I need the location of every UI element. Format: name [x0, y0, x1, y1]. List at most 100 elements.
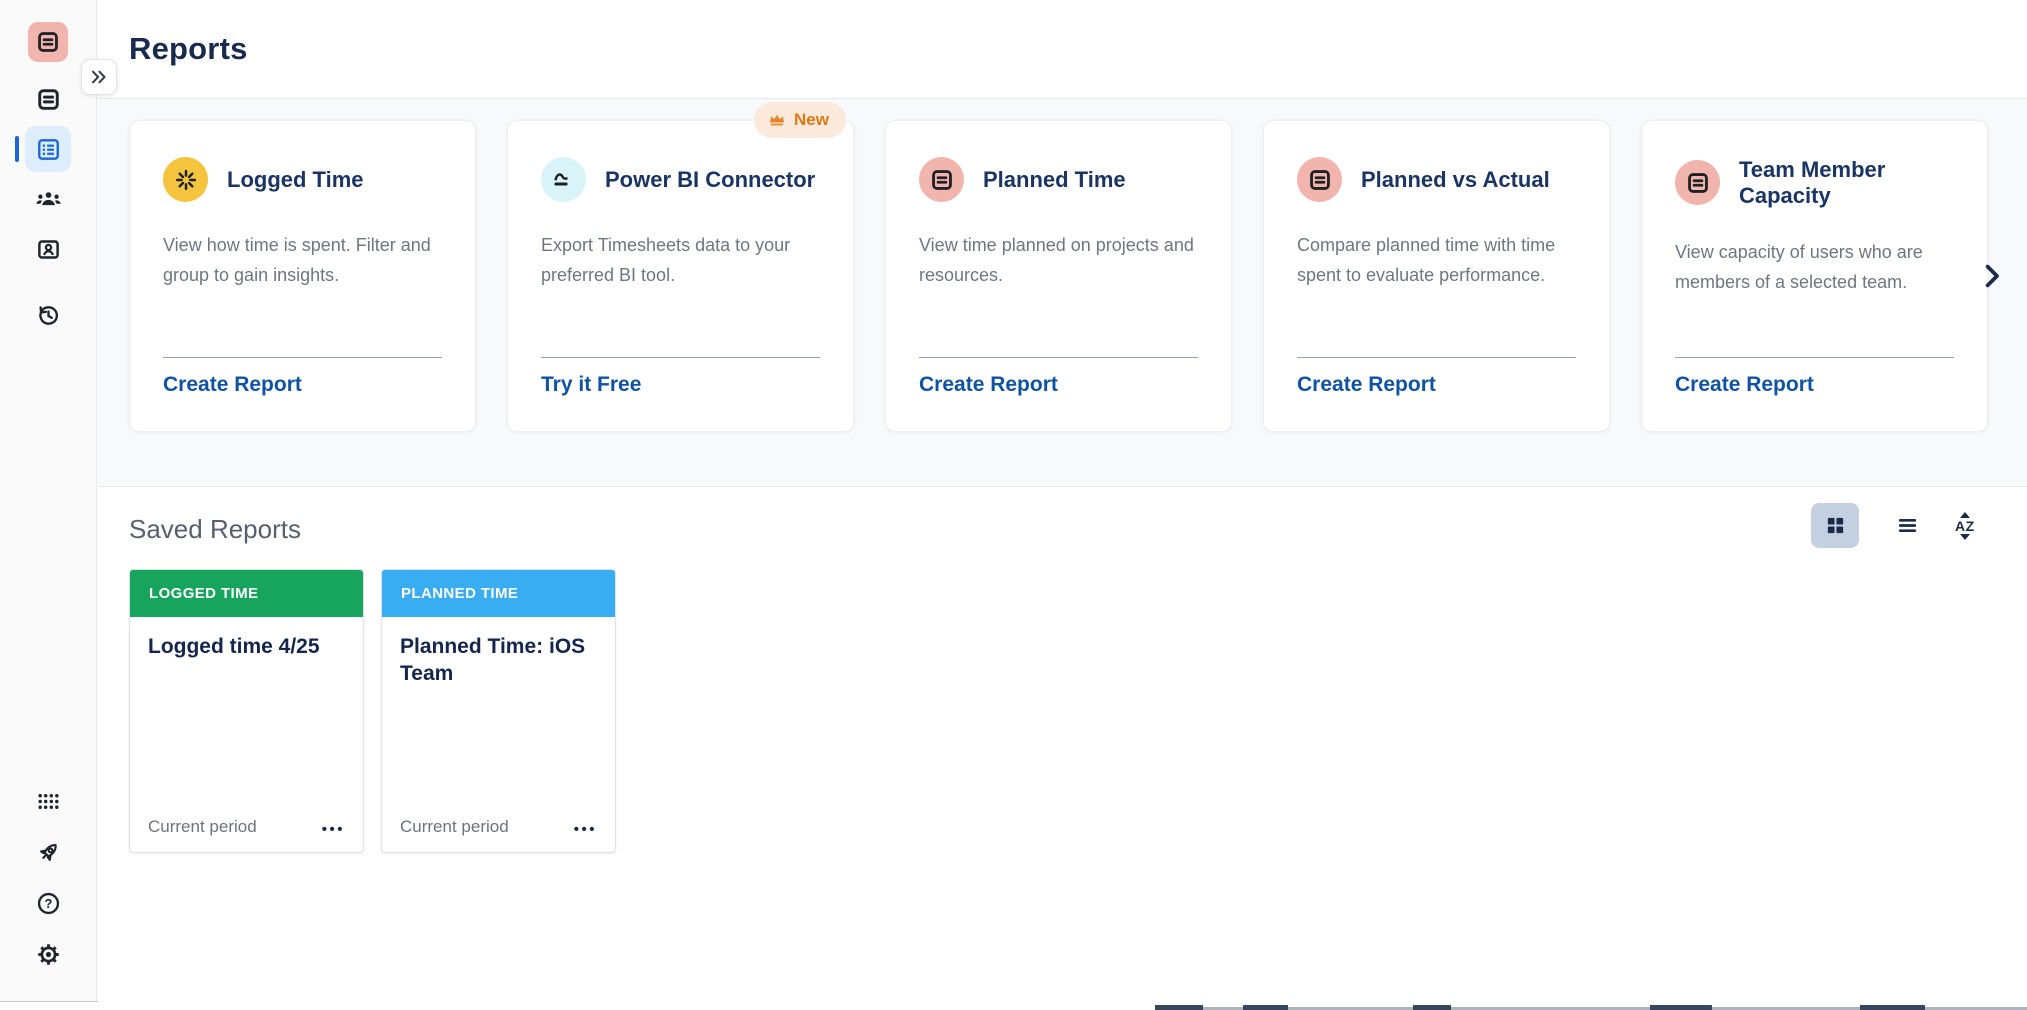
document-icon [1675, 160, 1720, 206]
create-report-link[interactable]: Create Report [163, 373, 302, 396]
main-content: Reports New Logged Time View how time is… [98, 0, 2027, 1002]
saved-card-menu-button[interactable]: ••• [322, 818, 345, 837]
saved-card-title: Planned Time: iOS Team [400, 635, 586, 686]
sidebar-item-whats-new[interactable] [25, 829, 71, 875]
saved-report-card[interactable]: LOGGED TIME Logged time 4/25 Current per… [129, 569, 364, 853]
sidebar [0, 0, 97, 1001]
sliver-dash [1860, 1005, 1925, 1010]
sidebar-item-accounts[interactable] [25, 226, 71, 272]
wave-icon [541, 157, 586, 202]
template-card-logged-time[interactable]: Logged Time View how time is spent. Filt… [129, 120, 476, 432]
sidebar-expand-button[interactable] [81, 59, 117, 95]
list-view-icon [1896, 514, 1919, 537]
sliver-dash [1155, 1005, 1203, 1010]
card-description: Compare planned time with time spent to … [1297, 235, 1556, 285]
card-description: View how time is spent. Filter and group… [163, 235, 431, 285]
saved-card-header: PLANNED TIME [382, 570, 615, 617]
chevron-double-right-icon [88, 66, 110, 88]
saved-card-category: PLANNED TIME [401, 585, 519, 602]
card-description: Export Timesheets data to your preferred… [541, 235, 791, 285]
sidebar-footer [25, 778, 71, 977]
cutoff-content-sliver [0, 1002, 2027, 1010]
create-report-link[interactable]: Create Report [919, 373, 1058, 396]
card-footer: Create Report [1675, 357, 1954, 397]
card-head: Power BI Connector [541, 157, 820, 202]
template-card-planned-time[interactable]: Planned Time View time planned on projec… [885, 120, 1232, 432]
new-badge: New [754, 102, 846, 138]
saved-reports-section: Saved Reports AZ LOGGED TIME [98, 487, 2027, 1002]
template-card-team-member-capacity[interactable]: Team Member Capacity View capacity of us… [1641, 120, 1988, 432]
saved-cards-row: LOGGED TIME Logged time 4/25 Current per… [129, 569, 2027, 853]
carousel-next-button[interactable] [1975, 257, 2009, 295]
card-footer: Create Report [1297, 357, 1576, 397]
saved-card-category: LOGGED TIME [149, 585, 259, 602]
sort-az-button[interactable]: AZ [1955, 511, 1975, 540]
sidebar-item-reports[interactable] [15, 126, 71, 172]
saved-report-card[interactable]: PLANNED TIME Planned Time: iOS Team Curr… [381, 569, 616, 853]
sliver-dash [1413, 1005, 1451, 1010]
sort-up-icon [1959, 511, 1970, 518]
card-footer: Create Report [163, 357, 442, 397]
grid-view-icon [1824, 514, 1847, 537]
saved-card-menu-button[interactable]: ••• [574, 818, 597, 837]
saved-card-title: Logged time 4/25 [148, 635, 320, 658]
saved-card-period: Current period [148, 817, 257, 836]
saved-card-header: LOGGED TIME [130, 570, 363, 617]
sidebar-nav [15, 76, 71, 338]
card-title: Logged Time [227, 166, 364, 192]
reports-icon [35, 136, 62, 163]
rocket-icon [35, 839, 62, 866]
sidebar-item-apps[interactable] [25, 778, 71, 824]
list-view-button[interactable] [1883, 503, 1931, 548]
saved-card-period: Current period [400, 817, 509, 836]
sort-down-icon [1959, 533, 1970, 540]
template-card-planned-vs-actual[interactable]: Planned vs Actual Compare planned time w… [1263, 120, 1610, 432]
card-title: Power BI Connector [605, 166, 816, 192]
template-card-power-bi[interactable]: Power BI Connector Export Timesheets dat… [507, 120, 854, 432]
create-report-link[interactable]: Create Report [1675, 373, 1814, 396]
tempo-logo-icon [35, 29, 61, 55]
saved-card-body: Planned Time: iOS Team [382, 617, 615, 688]
sidebar-item-timesheets[interactable] [25, 76, 71, 122]
history-icon [35, 302, 62, 329]
apps-grid-icon [35, 788, 62, 815]
page-title: Reports [129, 31, 248, 66]
report-templates-section: New Logged Time View how time is spent. … [98, 99, 2027, 487]
sort-az-label: AZ [1955, 517, 1975, 534]
view-toolbar: AZ [1811, 503, 1975, 548]
document-icon [919, 157, 964, 202]
timesheet-icon [35, 86, 62, 113]
crown-icon [768, 111, 786, 129]
sidebar-item-settings[interactable] [25, 931, 71, 977]
card-head: Planned Time [919, 157, 1198, 202]
try-it-free-link[interactable]: Try it Free [541, 373, 642, 396]
create-report-link[interactable]: Create Report [1297, 373, 1436, 396]
chevron-right-icon [1977, 261, 2007, 291]
sidebar-item-help[interactable] [25, 880, 71, 926]
sliver-dash [1650, 1005, 1712, 1010]
card-title: Planned Time [983, 166, 1126, 192]
help-icon [35, 890, 62, 917]
new-badge-label: New [794, 110, 829, 129]
saved-card-body: Logged time 4/25 [130, 617, 363, 660]
contact-card-icon [35, 236, 62, 263]
card-title: Planned vs Actual [1361, 166, 1550, 192]
document-icon [1297, 157, 1342, 202]
sliver-dash [1243, 1005, 1288, 1010]
card-footer: Try it Free [541, 357, 820, 397]
card-head: Planned vs Actual [1297, 157, 1576, 202]
sidebar-item-history[interactable] [25, 292, 71, 338]
saved-card-footer: Current period ••• [130, 817, 363, 852]
page-header: Reports [98, 0, 2027, 99]
card-head: Team Member Capacity [1675, 157, 1954, 209]
card-description: View time planned on projects and resour… [919, 235, 1194, 285]
burst-icon [163, 157, 208, 202]
template-cards-row: Logged Time View how time is spent. Filt… [129, 120, 2027, 432]
app-logo[interactable] [28, 22, 68, 62]
gear-icon [35, 941, 62, 968]
sidebar-item-teams[interactable] [25, 176, 71, 222]
grid-view-button[interactable] [1811, 503, 1859, 548]
card-title: Team Member Capacity [1739, 157, 1886, 208]
teams-icon [35, 186, 62, 213]
